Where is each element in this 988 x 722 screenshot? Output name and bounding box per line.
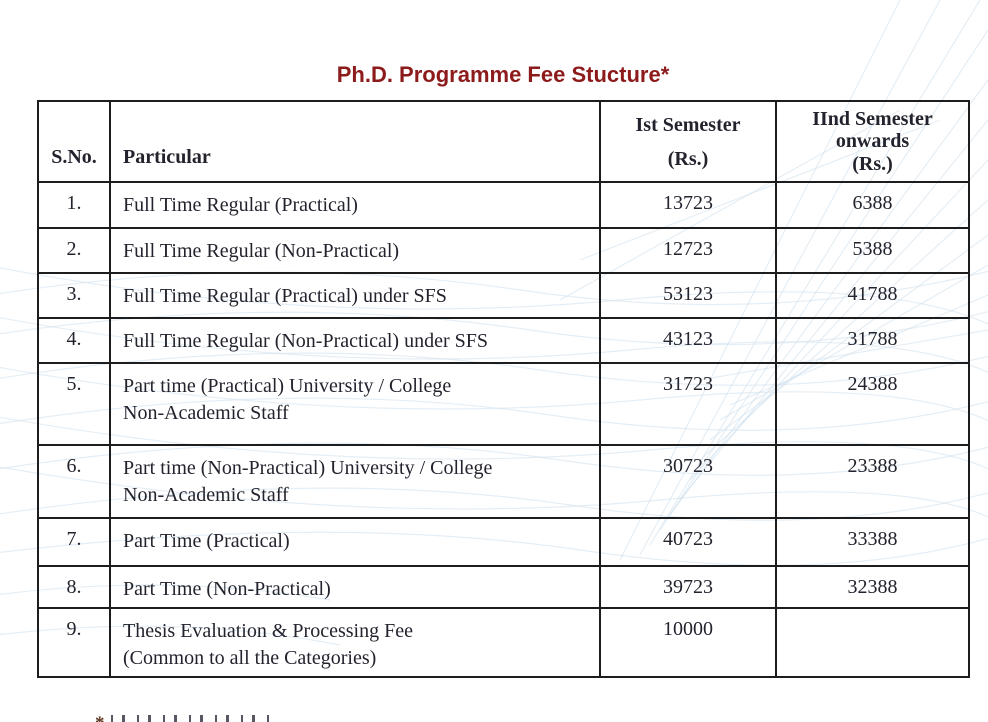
cell-particular: Full Time Regular (Practical) under SFS <box>109 272 601 320</box>
cell-second-semester-fee: 33388 <box>775 517 970 568</box>
cell-particular: Full Time Regular (Non-Practical) under … <box>109 317 601 365</box>
header-row: S.No. Particular Ist Semester (Rs.) IInd… <box>37 99 970 184</box>
cell-particular: Part Time (Practical) <box>109 517 601 568</box>
table-row: 6. Part time (Non-Practical) University … <box>37 444 970 520</box>
cell-second-semester-fee: 41788 <box>775 272 970 320</box>
clipped-footnote-text <box>110 715 271 722</box>
cell-first-semester-fee: 40723 <box>599 517 777 568</box>
cell-first-semester-fee: 31723 <box>599 362 777 447</box>
cell-first-semester-fee: 53123 <box>599 272 777 320</box>
table-row: 9. Thesis Evaluation & Processing Fee (C… <box>37 607 970 679</box>
cell-particular: Part time (Non-Practical) University / C… <box>109 444 601 520</box>
cell-second-semester-fee <box>775 607 970 679</box>
cell-second-semester-fee: 32388 <box>775 565 970 610</box>
cell-first-semester-fee: 10000 <box>599 607 777 679</box>
cell-particular: Full Time Regular (Non-Practical) <box>109 227 601 275</box>
fee-structure-table: S.No. Particular Ist Semester (Rs.) IInd… <box>37 99 970 679</box>
cell-particular: Thesis Evaluation & Processing Fee (Comm… <box>109 607 601 679</box>
footnote: * <box>95 713 271 722</box>
cell-sno: 1. <box>37 181 111 230</box>
first-semester-unit: (Rs.) <box>667 147 709 170</box>
column-header-particular: Particular <box>109 99 601 184</box>
cell-second-semester-fee: 6388 <box>775 181 970 230</box>
footnote-asterisk: * <box>95 713 105 722</box>
table-row: 5. Part time (Practical) University / Co… <box>37 362 970 447</box>
second-semester-unit: (Rs.) <box>852 152 893 175</box>
cell-first-semester-fee: 30723 <box>599 444 777 520</box>
cell-sno: 3. <box>37 272 111 320</box>
table-row: 8. Part Time (Non-Practical) 39723 32388 <box>37 565 970 610</box>
second-semester-onwards: onwards <box>835 130 910 153</box>
table-row: 3. Full Time Regular (Practical) under S… <box>37 272 970 320</box>
table-row: 1. Full Time Regular (Practical) 13723 6… <box>37 181 970 230</box>
cell-particular: Full Time Regular (Practical) <box>109 181 601 230</box>
cell-sno: 5. <box>37 362 111 447</box>
table-row: 2. Full Time Regular (Non-Practical) 127… <box>37 227 970 275</box>
page-title: Ph.D. Programme Fee Stucture* <box>336 62 670 87</box>
cell-sno: 6. <box>37 444 111 520</box>
cell-particular: Part Time (Non-Practical) <box>109 565 601 610</box>
cell-particular: Part time (Practical) University / Colle… <box>109 362 601 447</box>
cell-sno: 9. <box>37 607 111 679</box>
cell-first-semester-fee: 12723 <box>599 227 777 275</box>
cell-second-semester-fee: 5388 <box>775 227 970 275</box>
column-header-second-semester: IInd Semester onwards (Rs.) <box>775 99 970 184</box>
cell-sno: 7. <box>37 517 111 568</box>
cell-first-semester-fee: 13723 <box>599 181 777 230</box>
first-semester-label: Ist Semester <box>635 113 741 136</box>
column-header-first-semester: Ist Semester (Rs.) <box>599 99 777 184</box>
cell-second-semester-fee: 23388 <box>775 444 970 520</box>
cell-sno: 8. <box>37 565 111 610</box>
cell-sno: 2. <box>37 227 111 275</box>
second-semester-label: IInd Semester <box>812 108 933 130</box>
cell-first-semester-fee: 39723 <box>599 565 777 610</box>
cell-second-semester-fee: 24388 <box>775 362 970 447</box>
table-row: 7. Part Time (Practical) 40723 33388 <box>37 517 970 568</box>
cell-sno: 4. <box>37 317 111 365</box>
table-row: 4. Full Time Regular (Non-Practical) und… <box>37 317 970 365</box>
cell-first-semester-fee: 43123 <box>599 317 777 365</box>
column-header-sno: S.No. <box>37 99 111 184</box>
cell-second-semester-fee: 31788 <box>775 317 970 365</box>
